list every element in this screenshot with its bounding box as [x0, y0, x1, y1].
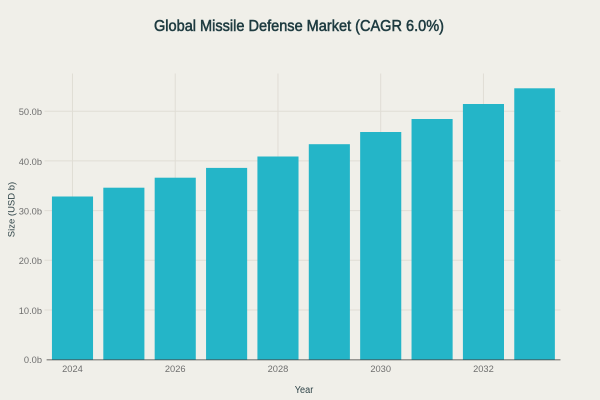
svg-text:0.0b: 0.0b	[24, 355, 42, 365]
svg-text:50.0b: 50.0b	[19, 107, 42, 117]
svg-text:Year: Year	[295, 385, 314, 396]
svg-text:10.0b: 10.0b	[19, 306, 42, 316]
svg-text:40.0b: 40.0b	[19, 157, 42, 167]
svg-text:2028: 2028	[268, 364, 289, 374]
svg-text:2024: 2024	[62, 364, 83, 374]
svg-text:30.0b: 30.0b	[19, 207, 42, 217]
svg-text:20.0b: 20.0b	[19, 256, 42, 266]
svg-text:Global Missile Defense Market: Global Missile Defense Market (CAGR 6.0%…	[154, 18, 444, 35]
svg-text:2030: 2030	[370, 364, 391, 374]
svg-text:Size (USD b): Size (USD b)	[7, 182, 18, 237]
svg-text:2032: 2032	[473, 364, 494, 374]
svg-text:2026: 2026	[165, 364, 186, 374]
